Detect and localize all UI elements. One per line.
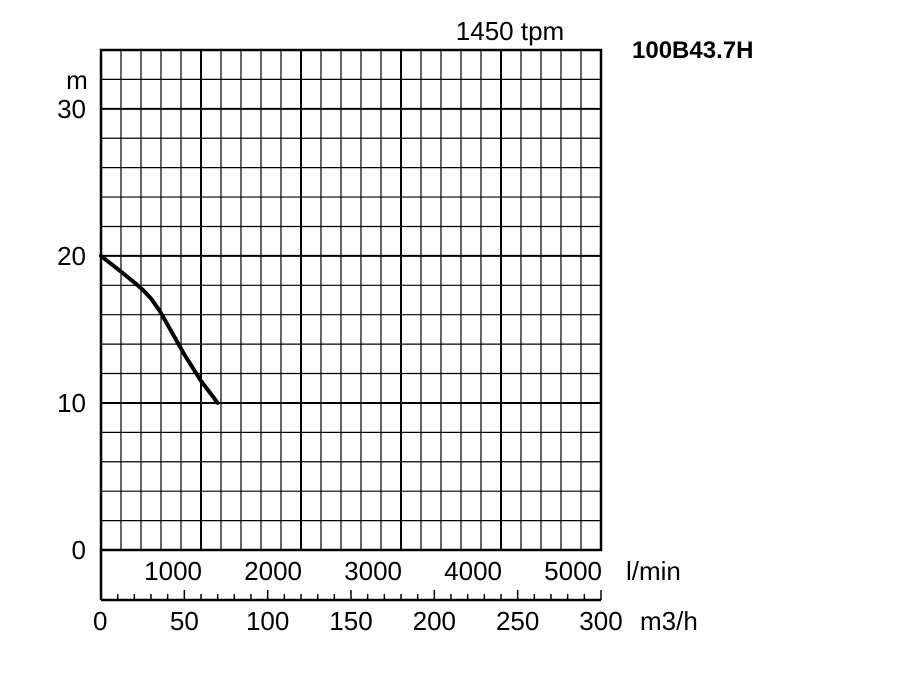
x-primary-unit-label: l/min	[626, 556, 681, 586]
x-secondary-tick-label: 300	[579, 606, 622, 636]
x-secondary-unit-label: m3/h	[640, 606, 698, 636]
series-layer	[99, 253, 220, 405]
chart-title: 1450 tpm	[456, 16, 564, 46]
tick-labels: 0 10 20 30 1000 2000 3000 4000 5000 0 50 100 150 200 2…	[57, 94, 623, 636]
y-tick-label: 30	[57, 94, 86, 124]
y-tick-label: 20	[57, 241, 86, 271]
x-secondary-tick-label: 250	[496, 606, 539, 636]
x-primary-tick-label: 5000	[544, 556, 602, 586]
x-secondary-tick-label: 200	[413, 606, 456, 636]
pump-model-label: 100B43.7H	[632, 37, 753, 64]
x-primary-tick-label: 3000	[344, 556, 402, 586]
x-secondary-tick-label: 150	[329, 606, 372, 636]
axes	[99, 48, 603, 602]
x-secondary-tick-label: 0	[93, 606, 107, 636]
plot-frame	[99, 48, 603, 552]
x-primary-tick-label: 2000	[244, 556, 302, 586]
x-secondary-tick-label: 100	[246, 606, 289, 636]
head-curve-line	[99, 253, 220, 405]
grid-minor-lines	[101, 50, 601, 550]
y-tick-label: 10	[57, 388, 86, 418]
y-axis-unit-label: m	[66, 65, 88, 95]
x-primary-tick-label: 1000	[144, 556, 202, 586]
grid-major-lines	[101, 50, 601, 550]
x-secondary-tick-label: 50	[170, 606, 199, 636]
y-tick-label: 0	[72, 535, 86, 565]
x-primary-tick-label: 4000	[444, 556, 502, 586]
